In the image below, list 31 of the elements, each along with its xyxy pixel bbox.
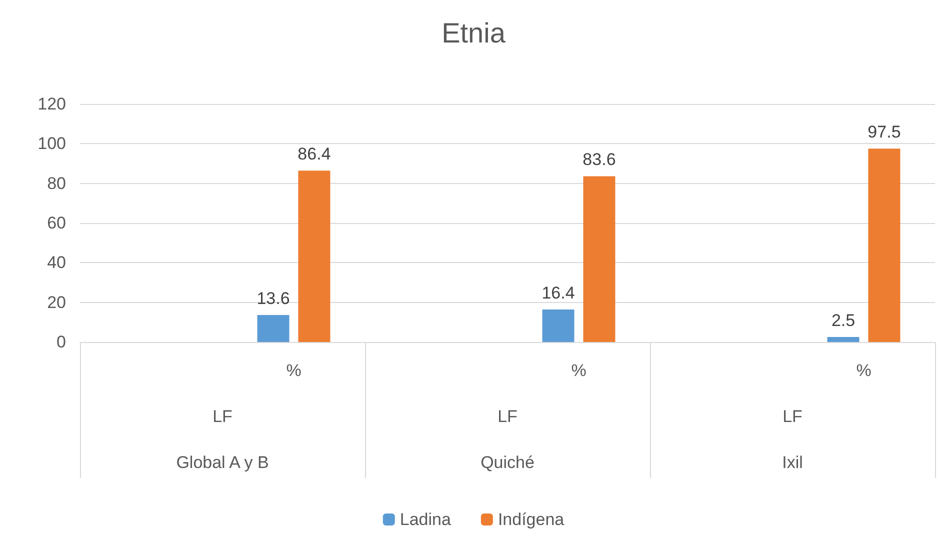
text: LF (498, 407, 518, 426)
y-tick-label: 60 (47, 214, 66, 232)
text: Global A y B (176, 453, 269, 472)
text: Ixil (782, 453, 803, 472)
x-tick-label: % (856, 361, 872, 380)
y-tick-label: 20 (47, 292, 66, 312)
data-label: 83.6 (582, 150, 616, 170)
x-tick-label: % (286, 361, 302, 380)
y-tick-label: 40 (47, 253, 66, 272)
chart-title: Etnia (442, 18, 506, 48)
y-tick-label: 100 (38, 134, 66, 154)
legend-label: Indígena (498, 510, 565, 529)
data-label: 2.5 (831, 311, 856, 330)
text: Quiché (480, 453, 534, 472)
bar (542, 309, 574, 342)
data-label: 13.6 (256, 289, 290, 308)
y-tick-label: 0 (56, 332, 66, 352)
data-label: 86.4 (298, 144, 331, 164)
y-tick-label: 120 (38, 94, 66, 114)
bar (298, 170, 330, 342)
bar (257, 315, 290, 342)
legend-label: Ladina (400, 510, 452, 529)
bar (583, 176, 616, 342)
data-label: 16.4 (542, 283, 575, 302)
text: LF (782, 407, 802, 426)
y-tick-label: 80 (47, 174, 66, 193)
data-label: 97.5 (868, 122, 901, 142)
text: LF (212, 407, 232, 426)
bar (827, 337, 860, 342)
bar (868, 148, 900, 342)
x-tick-label: % (571, 361, 586, 380)
